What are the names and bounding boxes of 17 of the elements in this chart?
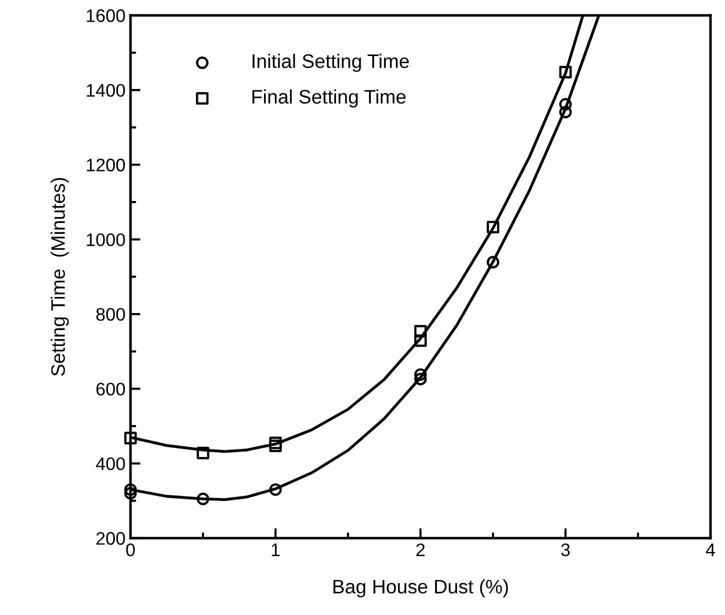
y-tick-label: 1600 xyxy=(86,9,125,22)
x-axis-title: Bag House Dust (%) xyxy=(333,579,508,598)
legend-label: Final Setting Time xyxy=(252,89,406,108)
x-tick-label: 3 xyxy=(561,543,570,556)
y-tick-label: 1000 xyxy=(86,233,125,246)
legend-label: Initial Setting Time xyxy=(252,54,409,72)
y-tick-label: 800 xyxy=(96,308,125,321)
y-axis-title: Setting Time (Minutes) xyxy=(50,178,69,376)
x-tick-label: 0 xyxy=(126,543,135,556)
y-tick-label: 1400 xyxy=(86,84,125,97)
y-tick-label: 600 xyxy=(96,382,125,396)
x-tick-label: 2 xyxy=(416,543,425,556)
y-tick-label: 200 xyxy=(96,532,125,545)
x-tick-label: 1 xyxy=(272,544,280,556)
y-tick-label: 400 xyxy=(96,457,125,470)
y-tick-label: 1200 xyxy=(86,158,125,172)
x-tick-label: 4 xyxy=(706,544,715,556)
